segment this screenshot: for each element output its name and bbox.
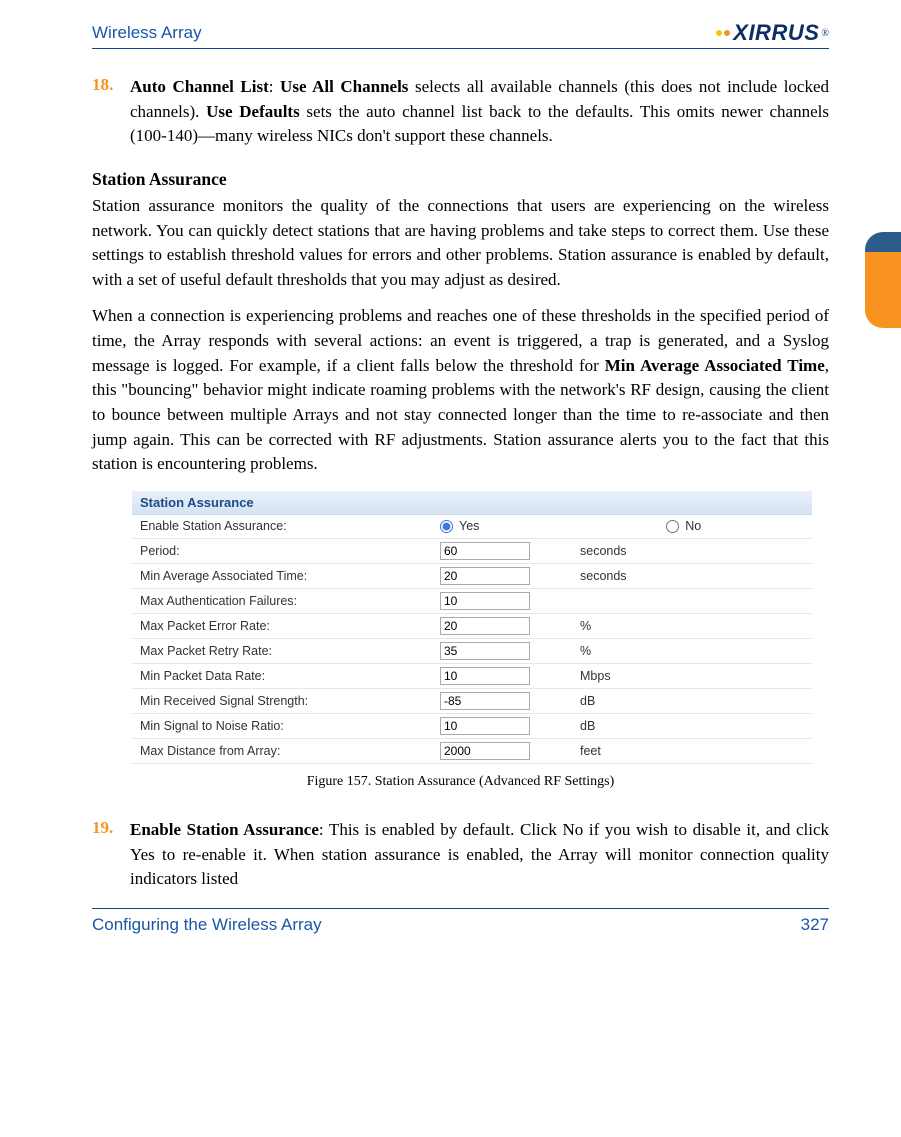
- logo-dots-icon: [715, 30, 731, 36]
- list-item-19: 19. Enable Station Assurance: This is en…: [92, 818, 829, 892]
- list-item-18: 18. Auto Channel List: Use All Channels …: [92, 75, 829, 149]
- period-input[interactable]: [440, 542, 530, 560]
- radio-no-group: No: [666, 519, 804, 533]
- item-number-19: 19.: [92, 818, 130, 892]
- page-header: Wireless Array XIRRUS ®: [92, 20, 829, 49]
- section-heading-station-assurance: Station Assurance: [92, 169, 829, 190]
- figure-header: Station Assurance: [132, 491, 812, 515]
- max-auth-fail-label: Max Authentication Failures:: [140, 594, 440, 608]
- min-snr-input[interactable]: [440, 717, 530, 735]
- radio-no-label: No: [685, 519, 701, 533]
- max-pkt-err-label: Max Packet Error Rate:: [140, 619, 440, 633]
- max-pkt-err-unit: %: [580, 619, 804, 633]
- min-avg-assoc-input[interactable]: [440, 567, 530, 585]
- item-number: 18.: [92, 75, 130, 149]
- row-min-pkt-data: Min Packet Data Rate: Mbps: [132, 664, 812, 689]
- item-18-bold2: Use Defaults: [206, 102, 300, 121]
- figure-station-assurance: Station Assurance Enable Station Assuran…: [132, 491, 812, 764]
- paragraph-1: Station assurance monitors the quality o…: [92, 194, 829, 293]
- row-period: Period: seconds: [132, 539, 812, 564]
- item-18-bold1: Use All Channels: [280, 77, 408, 96]
- item-19-label: Enable Station Assurance: [130, 820, 319, 839]
- min-rssi-input[interactable]: [440, 692, 530, 710]
- enable-label: Enable Station Assurance:: [140, 519, 440, 533]
- para2-bold: Min Average Associated Time: [605, 356, 825, 375]
- item-18-text: Auto Channel List: Use All Channels sele…: [130, 75, 829, 149]
- row-max-auth-fail: Max Authentication Failures:: [132, 589, 812, 614]
- max-pkt-err-input[interactable]: [440, 617, 530, 635]
- item-19-text: Enable Station Assurance: This is enable…: [130, 818, 829, 892]
- max-pkt-retry-label: Max Packet Retry Rate:: [140, 644, 440, 658]
- min-pkt-data-label: Min Packet Data Rate:: [140, 669, 440, 683]
- footer-page-number: 327: [801, 915, 829, 935]
- figure-caption: Figure 157. Station Assurance (Advanced …: [92, 774, 829, 790]
- max-dist-input[interactable]: [440, 742, 530, 760]
- header-title: Wireless Array: [92, 23, 202, 43]
- min-rssi-unit: dB: [580, 694, 804, 708]
- logo-text: XIRRUS: [733, 20, 819, 46]
- min-pkt-data-unit: Mbps: [580, 669, 804, 683]
- row-max-pkt-err: Max Packet Error Rate: %: [132, 614, 812, 639]
- period-label: Period:: [140, 544, 440, 558]
- max-dist-unit: feet: [580, 744, 804, 758]
- radio-yes[interactable]: [440, 520, 453, 533]
- row-min-rssi: Min Received Signal Strength: dB: [132, 689, 812, 714]
- radio-no[interactable]: [666, 520, 679, 533]
- min-rssi-label: Min Received Signal Strength:: [140, 694, 440, 708]
- row-max-dist: Max Distance from Array: feet: [132, 739, 812, 764]
- max-pkt-retry-unit: %: [580, 644, 804, 658]
- max-dist-label: Max Distance from Array:: [140, 744, 440, 758]
- min-avg-assoc-label: Min Average Associated Time:: [140, 569, 440, 583]
- min-snr-unit: dB: [580, 719, 804, 733]
- min-snr-label: Min Signal to Noise Ratio:: [140, 719, 440, 733]
- brand-logo: XIRRUS ®: [715, 20, 829, 46]
- period-unit: seconds: [580, 544, 804, 558]
- max-auth-fail-input[interactable]: [440, 592, 530, 610]
- footer-left: Configuring the Wireless Array: [92, 915, 322, 935]
- max-pkt-retry-input[interactable]: [440, 642, 530, 660]
- logo-registered: ®: [821, 28, 829, 39]
- row-max-pkt-retry: Max Packet Retry Rate: %: [132, 639, 812, 664]
- radio-yes-group: Yes: [440, 519, 578, 533]
- row-min-snr: Min Signal to Noise Ratio: dB: [132, 714, 812, 739]
- row-enable: Enable Station Assurance: Yes No: [132, 515, 812, 539]
- row-min-avg-assoc: Min Average Associated Time: seconds: [132, 564, 812, 589]
- min-pkt-data-input[interactable]: [440, 667, 530, 685]
- radio-yes-label: Yes: [459, 519, 479, 533]
- page-container: Wireless Array XIRRUS ® 18. Auto Channel…: [0, 0, 901, 951]
- min-avg-assoc-unit: seconds: [580, 569, 804, 583]
- paragraph-2: When a connection is experiencing proble…: [92, 304, 829, 476]
- item-18-label: Auto Channel List: [130, 77, 269, 96]
- page-footer: Configuring the Wireless Array 327: [92, 908, 829, 935]
